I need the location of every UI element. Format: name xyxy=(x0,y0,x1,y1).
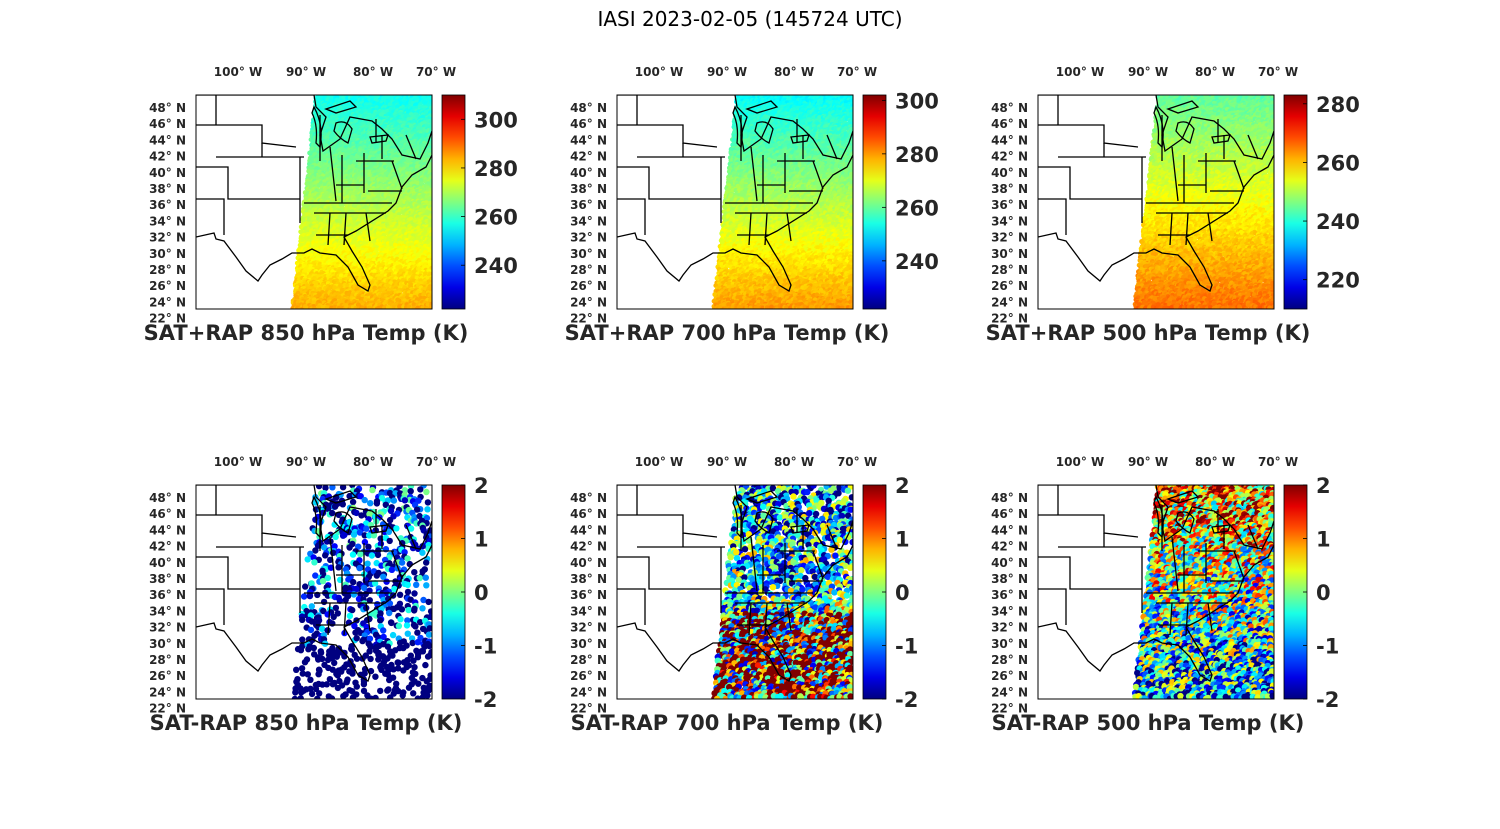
obs-point xyxy=(295,285,300,291)
obs-point xyxy=(429,178,432,184)
obs-point xyxy=(408,216,414,222)
obs-point xyxy=(340,202,346,208)
panel-1: 100° W 90° W 80° W 70° W48° N46° N44° N42° … xyxy=(144,65,518,345)
data-swath xyxy=(290,95,432,309)
obs-point xyxy=(411,269,417,275)
obs-point xyxy=(338,283,343,289)
obs-point xyxy=(409,283,415,288)
obs-point xyxy=(429,206,432,212)
obs-point xyxy=(415,181,421,186)
obs-point xyxy=(296,248,301,253)
obs-point xyxy=(429,245,432,250)
obs-point xyxy=(427,218,432,224)
figure-title: IASI 2023-02-05 (145724 UTC) xyxy=(0,7,1500,31)
